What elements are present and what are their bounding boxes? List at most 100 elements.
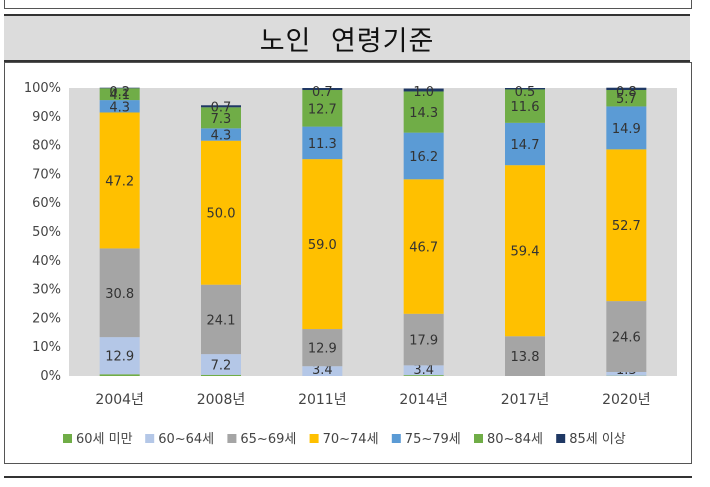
bar-segment-2014년-85세 이상 <box>403 88 444 92</box>
bar-segment-2011년-80~84세 <box>302 90 343 127</box>
bar-segment-2020년-75~79세 <box>606 106 647 150</box>
data-label: 1.0 <box>413 85 434 100</box>
data-label: 12.7 <box>308 102 337 117</box>
x-tick-label: 2020년 <box>602 392 651 408</box>
y-tick-label: 0% <box>40 369 61 384</box>
data-label: 5.7 <box>616 92 637 107</box>
data-label: 12.9 <box>308 342 337 357</box>
bar-segment-2020년-65~69세 <box>606 301 647 372</box>
data-label: 7.3 <box>211 112 232 127</box>
legend-label: 85세 이상 <box>569 432 626 447</box>
data-label: 46.7 <box>409 241 438 256</box>
page-title: 노인 연령기준 <box>259 25 435 57</box>
title-bar: 노인 연령기준 <box>4 14 690 62</box>
y-tick-label: 80% <box>32 139 61 154</box>
bar-segment-2011년-60~64세 <box>302 366 343 376</box>
legend-label: 65~69세 <box>240 432 296 447</box>
stacked-bar-chart: 0%10%20%30%40%50%60%70%80%90%100%0.612.9… <box>24 81 677 447</box>
data-label: 12.9 <box>105 350 134 365</box>
bar-segment-2004년-70~74세 <box>99 112 140 249</box>
bar-segment-2017년-85세 이상 <box>505 88 545 90</box>
data-label: 59.0 <box>308 238 337 253</box>
bar-segment-2008년-80~84세 <box>201 107 241 129</box>
y-tick-label: 40% <box>32 254 61 269</box>
bar-segment-2014년-70~74세 <box>403 179 444 314</box>
data-label: 4.3 <box>211 129 232 144</box>
legend-label: 80~84세 <box>487 432 543 447</box>
data-label: 14.7 <box>511 138 540 153</box>
data-label: 59.4 <box>511 245 540 260</box>
legend-swatch <box>227 434 237 443</box>
data-label: 4.3 <box>109 100 130 115</box>
top-strip <box>4 0 692 9</box>
legend-swatch <box>309 434 319 443</box>
y-tick-label: 50% <box>32 225 61 240</box>
plot-background <box>69 88 677 376</box>
x-tick-label: 2017년 <box>501 392 550 408</box>
legend-swatch <box>474 434 483 443</box>
bar-segment-2020년-60~64세 <box>606 371 647 376</box>
legend-label: 60세 미만 <box>76 432 133 447</box>
legend-swatch <box>63 434 72 443</box>
bar-segment-2014년-60~64세 <box>403 365 444 376</box>
data-label: 13.8 <box>511 350 540 365</box>
bar-segment-2014년-80~84세 <box>403 91 444 133</box>
data-label: 3.4 <box>413 363 434 378</box>
data-label: 14.9 <box>612 122 641 137</box>
bottom-divider <box>4 476 692 478</box>
bar-segment-2014년-65~69세 <box>403 313 444 366</box>
legend-label: 60~64세 <box>158 432 214 447</box>
y-tick-label: 20% <box>32 311 61 326</box>
y-tick-label: 60% <box>32 196 61 211</box>
bar-segment-2008년-60~64세 <box>201 354 241 375</box>
x-tick-label: 2004년 <box>95 392 144 408</box>
chart-frame: 0%10%20%30%40%50%60%70%80%90%100%0.612.9… <box>4 62 692 464</box>
bar-segment-2014년-75~79세 <box>403 132 444 180</box>
data-label: 11.3 <box>308 137 337 152</box>
bar-segment-2017년-65~69세 <box>505 336 545 376</box>
bar-segment-2008년-70~74세 <box>201 140 241 285</box>
legend-label: 70~74세 <box>323 432 379 447</box>
legend-swatch <box>391 434 401 443</box>
data-label: 0.2 <box>109 85 130 100</box>
bar-segment-2011년-85세 이상 <box>302 88 343 91</box>
data-label: 11.6 <box>511 100 540 115</box>
bar-segment-2008년-60세 미만 <box>201 374 241 376</box>
bar-segment-2020년-85세 이상 <box>606 87 647 91</box>
data-label: 0.5 <box>515 85 536 100</box>
data-label: 4.1 <box>109 88 130 103</box>
data-label: 30.8 <box>105 287 134 302</box>
data-label: 0.8 <box>616 85 637 100</box>
data-label: 24.1 <box>207 313 236 328</box>
bar-segment-2014년-60세 미만 <box>403 375 444 376</box>
x-tick-label: 2008년 <box>197 392 246 408</box>
data-label: 52.7 <box>612 219 641 234</box>
legend-label: 75~79세 <box>405 432 461 447</box>
bar-segment-2017년-75~79세 <box>505 122 545 166</box>
legend-swatch <box>145 434 155 443</box>
y-tick-label: 10% <box>32 340 61 355</box>
legend-swatch <box>556 434 566 443</box>
data-label: 17.9 <box>409 334 438 349</box>
data-label: 50.0 <box>207 207 236 222</box>
data-label: 14.3 <box>409 106 438 121</box>
bar-segment-2008년-75~79세 <box>201 128 241 141</box>
y-tick-label: 100% <box>24 81 61 96</box>
y-tick-label: 90% <box>32 110 61 125</box>
bar-segment-2004년-75~79세 <box>99 100 140 113</box>
data-label: 7.2 <box>211 358 232 373</box>
bar-segment-2004년-80~84세 <box>99 88 140 101</box>
y-tick-label: 70% <box>32 167 61 182</box>
bar-segment-2004년-65~69세 <box>99 248 140 338</box>
data-label: 3.4 <box>312 363 333 378</box>
bar-segment-2020년-80~84세 <box>606 90 647 107</box>
bar-segment-2004년-85세 이상 <box>99 87 140 89</box>
bar-segment-2004년-60~64세 <box>99 337 140 375</box>
bar-segment-2008년-65~69세 <box>201 284 241 355</box>
y-tick-label: 30% <box>32 283 61 298</box>
data-label: 0.7 <box>312 85 333 100</box>
bar-segment-2020년-70~74세 <box>606 149 647 302</box>
data-label: 24.6 <box>612 331 641 346</box>
x-tick-label: 2011년 <box>298 392 347 408</box>
bar-segment-2011년-75~79세 <box>302 126 343 160</box>
